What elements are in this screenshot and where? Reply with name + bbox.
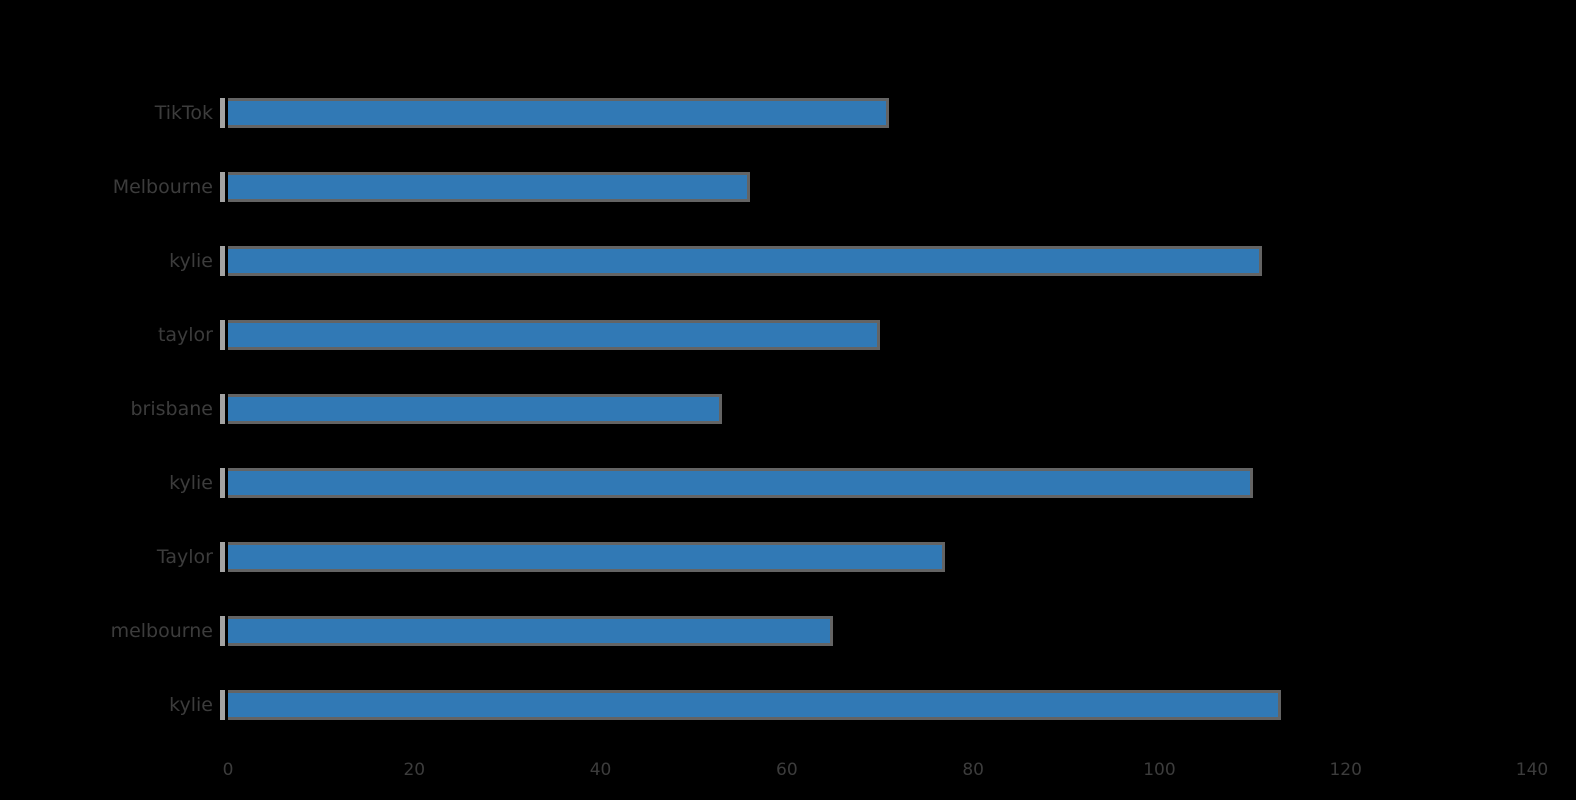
category-label: taylor	[157, 324, 213, 346]
y-axis-spine-segment	[220, 542, 225, 572]
bar-row: Taylor	[0, 542, 1576, 572]
bar	[228, 616, 834, 646]
x-tick-label: 140	[1515, 760, 1549, 780]
bar-row: brisbane	[0, 394, 1576, 424]
y-axis-spine-segment	[220, 394, 225, 424]
bar	[228, 468, 1253, 498]
bar-row: kylie	[0, 246, 1576, 276]
category-label: melbourne	[110, 620, 213, 642]
bar	[228, 172, 750, 202]
bar-row: taylor	[0, 320, 1576, 350]
bar-row: kylie	[0, 468, 1576, 498]
bar	[228, 246, 1262, 276]
category-label: Taylor	[156, 546, 213, 568]
x-tick-label: 20	[403, 760, 426, 780]
x-tick-label: 40	[589, 760, 612, 780]
bar-row: melbourne	[0, 616, 1576, 646]
bar	[228, 98, 890, 128]
bar	[228, 320, 880, 350]
y-axis-spine-segment	[220, 246, 225, 276]
bar	[228, 690, 1281, 720]
bar	[228, 542, 946, 572]
y-axis-spine-segment	[220, 172, 225, 202]
category-label: kylie	[169, 694, 213, 716]
x-tick-label: 0	[222, 760, 234, 780]
y-axis-spine-segment	[220, 616, 225, 646]
y-axis-spine-segment	[220, 320, 225, 350]
bar-row: Melbourne	[0, 172, 1576, 202]
category-label: kylie	[169, 472, 213, 494]
y-axis-spine-segment	[220, 468, 225, 498]
x-tick-label: 100	[1143, 760, 1176, 780]
category-label: brisbane	[130, 398, 214, 420]
y-axis-spine-segment	[220, 98, 225, 128]
x-tick-label: 60	[776, 760, 798, 780]
bar-row: TikTok	[0, 98, 1576, 128]
category-label: TikTok	[154, 102, 213, 124]
category-label: kylie	[169, 250, 213, 272]
bar-row: kylie	[0, 690, 1576, 720]
x-tick-label: 80	[962, 760, 984, 780]
bar	[228, 394, 722, 424]
x-tick-label: 120	[1329, 760, 1362, 780]
category-label: Melbourne	[112, 176, 213, 198]
y-axis-spine-segment	[220, 690, 225, 720]
